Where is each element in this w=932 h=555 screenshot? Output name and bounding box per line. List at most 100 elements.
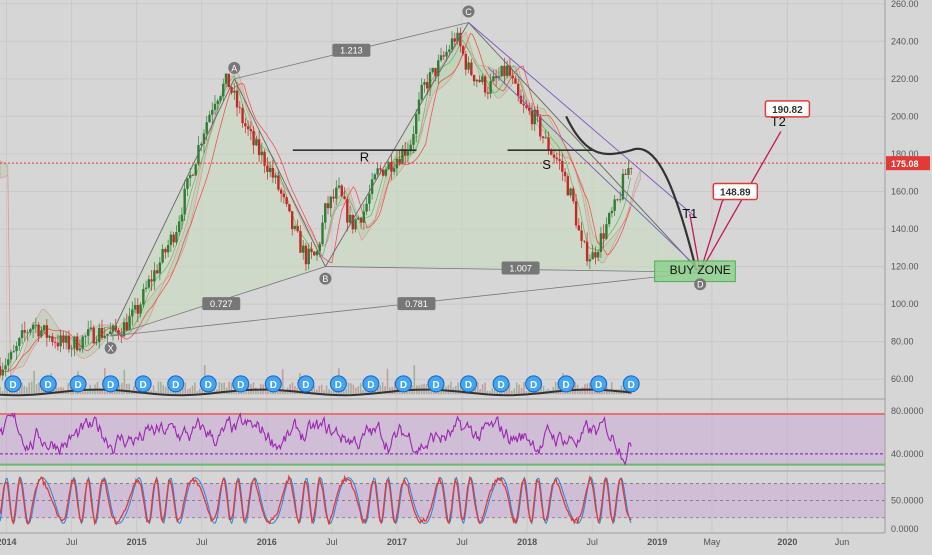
candle-body [478,79,481,82]
candle [144,280,148,293]
candle [172,231,175,248]
candle [213,95,217,115]
candle [472,74,476,86]
candle-body [357,217,360,220]
candle [448,44,451,55]
candle [266,157,269,180]
candle [310,242,313,259]
volume-bar [608,389,611,395]
candle-body [517,83,520,96]
dividend-marker-label: D [302,380,309,391]
candle-body [313,251,316,256]
pattern-leg-cd [468,22,701,273]
candle-body [142,288,145,305]
candle-body [48,336,51,338]
candle-body [139,304,142,314]
candle [153,262,156,291]
candle-body [111,325,115,332]
candle-body [15,345,18,352]
candle-body [183,188,186,215]
candle-body [591,252,594,260]
candle [40,326,43,339]
candle [64,331,68,350]
pattern-point-marker [104,342,117,355]
volume-bar [610,381,613,395]
candle [390,154,393,180]
candle-body [348,214,352,223]
candle-body [194,164,197,176]
oscillator-1-band [0,414,885,465]
candle-body [588,259,592,262]
y-axis-background [885,0,932,550]
volume-bar [476,381,479,395]
volume-bar [55,382,57,395]
pattern-ratio-label: 0.727 [210,299,233,309]
candle-body [497,76,501,79]
candle-body [337,185,341,188]
candle [464,50,468,76]
candle-body [503,65,506,77]
candle-body [230,87,233,93]
pattern-triangle-xab [110,78,326,337]
candle-body [475,79,479,82]
dividend-marker: D [232,375,250,393]
target-price-box [764,100,811,118]
candle-body [186,178,189,189]
candle-body [4,365,7,370]
volume-bar [35,384,38,395]
candle [161,244,164,265]
volume-bar [40,386,43,395]
candle-body [255,139,258,146]
candle [594,246,597,265]
x-tick-label: 2020 [777,537,797,547]
price-panel: D D D D D D D D D D D D D D D D D D D D [0,22,885,397]
candle-body [489,80,492,94]
candle [321,214,324,247]
volume-bar [489,391,491,395]
dividend-marker-label: D [45,380,52,391]
candle [376,162,379,179]
candle [304,242,308,271]
x-tick-label: 2015 [127,537,147,547]
current-price-label: 175.08 [891,159,919,169]
volume-bar [613,389,615,395]
x-tick-label: Jul [326,537,338,547]
candle-body [315,251,319,256]
volume-bar [569,389,572,395]
target-price-callout: 148.89 [712,182,759,201]
candle-body [550,150,553,155]
volume-bar [199,388,201,395]
candle [53,337,57,349]
candle [351,214,355,234]
y-tick-label: 260.00 [891,0,919,9]
oscillator-2-tick-label: 0.0000 [891,524,919,534]
pattern-ratio: 0.727 [202,297,241,311]
volume-bar [620,385,623,395]
volume-bar [230,382,233,395]
volume-bar [133,386,135,395]
candle [354,218,357,233]
candle [307,243,310,270]
volume-bar [0,386,1,395]
candle [580,221,583,249]
candle [470,58,473,77]
target-price-label: 148.89 [720,187,751,198]
candle [583,240,586,244]
dividend-marker-label: D [205,380,212,391]
volume-bar [518,384,520,395]
pattern-ratio-box [397,297,436,311]
dividend-marker-label: D [628,380,635,391]
candle [70,344,73,357]
candle-body [613,199,616,211]
volume-bar [352,384,355,395]
candle-body [423,82,426,85]
candle-body [398,158,401,164]
candle [1,362,4,381]
candle-body [541,136,545,139]
candle [415,109,418,143]
volume-bar [510,390,513,395]
candle [230,86,233,95]
candle-body [153,270,156,282]
